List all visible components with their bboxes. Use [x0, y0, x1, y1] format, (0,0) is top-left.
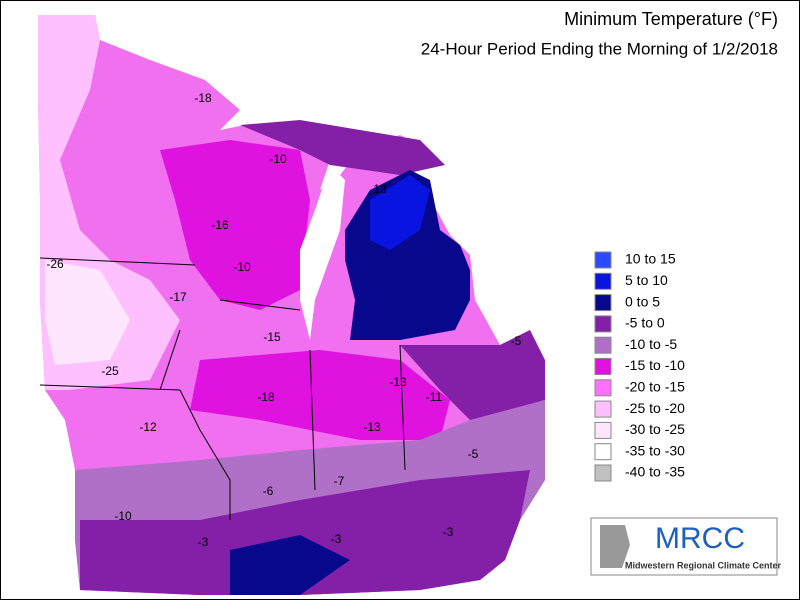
map-title: Minimum Temperature (°F) [564, 9, 778, 29]
temperature-label: -5 [511, 334, 522, 348]
legend-swatch [594, 379, 612, 397]
map-subtitle: 24-Hour Period Ending the Morning of 1/2… [421, 39, 778, 58]
legend-label: -30 to -25 [625, 421, 685, 437]
legend-swatch [594, 421, 612, 439]
legend-swatch [594, 336, 612, 354]
logo-name: MRCC [655, 522, 745, 555]
temperature-label: -3 [198, 535, 209, 549]
legend-swatch [594, 443, 612, 461]
legend-swatch [594, 464, 612, 482]
region [370, 175, 430, 250]
legend-swatch [594, 315, 612, 333]
temperature-label: -5 [468, 447, 479, 461]
logo-map [600, 525, 630, 568]
legend-swatch [594, 400, 612, 418]
temperature-label: -15 [263, 330, 281, 344]
temperature-label: -7 [334, 474, 345, 488]
map-regions [38, 15, 545, 595]
temperature-label: -10 [233, 260, 251, 274]
temperature-label: -13 [389, 375, 407, 389]
map-labels: -18 -10 13 -16 -26 -10 -17 -15 -25 -13 -11 -18 -12 -1… [46, 91, 521, 549]
temperature-label: -3 [331, 532, 342, 546]
region [400, 330, 545, 420]
temperature-label: -13 [363, 420, 381, 434]
temperature-label: -11 [426, 390, 443, 404]
temperature-label: -26 [46, 257, 64, 271]
legend-label: 5 to 10 [625, 272, 668, 288]
region [45, 260, 130, 365]
legend-label: -10 to -5 [625, 336, 677, 352]
temperature-label: -10 [269, 152, 287, 166]
temperature-label: -18 [257, 390, 275, 404]
legend-label: -25 to -20 [625, 400, 685, 416]
legend-label: 0 to 5 [625, 293, 660, 309]
temperature-label: -17 [169, 290, 187, 304]
temperature-label: 13 [373, 182, 387, 196]
legend-label: -35 to -30 [625, 442, 685, 458]
temperature-label: -12 [139, 420, 157, 434]
legend: 10 to 15 5 to 10 0 to 5 -5 to 0 -10 to -5 -15… [594, 251, 685, 482]
temperature-label: -25 [101, 364, 119, 378]
legend-label: -5 to 0 [625, 315, 665, 331]
legend-swatch [594, 294, 612, 312]
legend-label: 10 to 15 [625, 251, 676, 267]
temperature-label: -3 [443, 525, 454, 539]
region [230, 535, 350, 595]
temperature-label: -18 [194, 91, 212, 105]
legend-label: -40 to -35 [625, 464, 685, 480]
logo: MRCC Midwestern Regional Climate Center [590, 517, 782, 576]
lake [300, 165, 345, 340]
region [80, 470, 530, 595]
temperature-label: -16 [211, 218, 229, 232]
region [190, 350, 450, 440]
logo-full-name: Midwestern Regional Climate Center [625, 560, 782, 570]
legend-label: -15 to -10 [625, 357, 685, 373]
temperature-label: -10 [114, 509, 132, 523]
legend-swatch [594, 251, 612, 269]
legend-swatch [594, 358, 612, 375]
legend-label: -20 to -15 [625, 379, 685, 395]
region [160, 140, 310, 310]
region [240, 120, 445, 175]
legend-swatch [594, 272, 612, 290]
temperature-label: -6 [263, 484, 274, 498]
